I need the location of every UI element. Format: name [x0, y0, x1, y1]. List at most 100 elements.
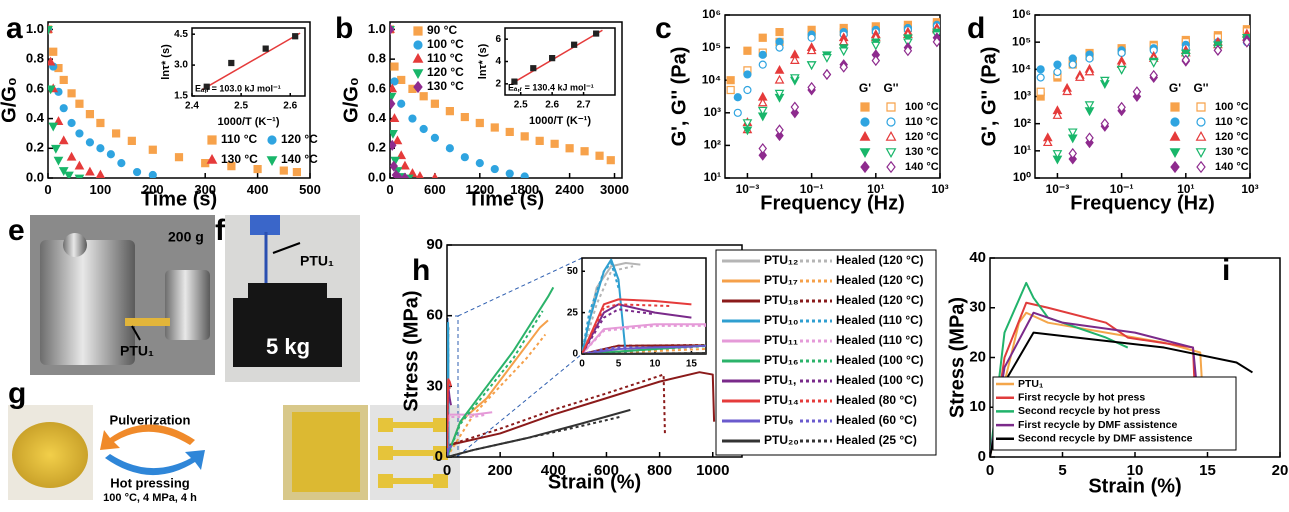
legend-label: 100 °C [905, 101, 939, 113]
marker [580, 147, 589, 156]
legend-label: PTU₂₀ [764, 433, 799, 447]
marker [127, 136, 136, 145]
y-tick-label: 0.4 [368, 110, 387, 125]
marker [1084, 66, 1095, 76]
marker [757, 106, 768, 116]
legend-label: Healed (120 °C) [836, 253, 924, 267]
legend: 110 °C 120 °C 130 °C 140 °C [206, 132, 318, 166]
marker [870, 41, 881, 51]
legend-label: 120 °C [905, 131, 939, 143]
glove [250, 215, 280, 235]
marker [132, 167, 142, 177]
marker [1084, 101, 1095, 111]
marker [807, 81, 816, 93]
data-layer [447, 286, 716, 457]
y-tick-label: 10⁴ [702, 72, 721, 86]
dogbones [378, 418, 448, 488]
marker [390, 23, 395, 35]
marker [66, 151, 77, 161]
marker [390, 160, 398, 172]
marker [807, 33, 816, 42]
x-tick-label: 2.4 [185, 101, 199, 112]
x-tick-label: 2.5 [514, 100, 528, 111]
inset: 0 5 10 15 0 25 50 [567, 257, 707, 370]
sample-strip [125, 318, 170, 326]
legend-marker [860, 117, 870, 127]
marker [774, 64, 785, 74]
weight-5kg [233, 283, 342, 367]
photo-label: 200 g [168, 229, 204, 245]
marker [445, 144, 454, 153]
data-layer [1036, 25, 1250, 165]
y-tick-label: 10³ [1014, 89, 1031, 103]
legend-marker [1196, 102, 1206, 112]
marker [400, 172, 410, 178]
legend-header: G'' [883, 81, 898, 95]
marker [292, 33, 299, 40]
film [292, 412, 360, 492]
legend-label: Healed (110 °C) [836, 313, 923, 327]
y-tick-label: 4.5 [174, 29, 188, 40]
marker [743, 70, 752, 79]
x-axis-label: 1000/T (K⁻¹) [217, 116, 279, 128]
x-axis-label: Strain (%) [1088, 475, 1181, 497]
marker [790, 107, 800, 119]
x-tick-label: 200 [488, 462, 513, 479]
y-tick-label: 1.0 [368, 21, 386, 36]
marker [1036, 73, 1045, 82]
x-tick-label: 800 [647, 462, 672, 479]
legend-label: Healed (120 °C) [836, 273, 924, 287]
marker [253, 164, 262, 174]
marker [775, 130, 784, 142]
y-tick-label: 10⁰ [1013, 170, 1031, 184]
marker [774, 89, 785, 99]
inset-annotation: Eₐ,ᵣ = 103.0 kJ mol⁻¹ [195, 83, 281, 93]
x-tick-label: 1200 [465, 182, 494, 197]
chart-panel: 0 100 200 300 400 500 0.0 0.2 0.4 0.6 0.8 1.0 Time (… [0, 12, 321, 210]
marker [775, 124, 784, 136]
marker [59, 104, 68, 113]
legend-header: G'' [1193, 81, 1208, 95]
panel-letter: f [215, 214, 226, 247]
marker [85, 110, 95, 119]
legend-label: 140 °C [1215, 161, 1249, 173]
legend-label: Healed (60 °C) [836, 413, 917, 427]
marker [520, 172, 529, 178]
marker [1052, 110, 1063, 119]
x-tick-label: 600 [424, 182, 446, 197]
weight-knob [63, 233, 87, 257]
chart-panel: 0 600 1200 1800 2400 3000 0.0 0.2 0.4 0.6 0.8 1.0 Ti… [335, 12, 629, 210]
y-tick-label: 10⁴ [1012, 62, 1031, 76]
legend-marker [412, 52, 424, 63]
marker [67, 89, 76, 98]
legend-label: 100 °C [427, 37, 464, 51]
data-line [582, 323, 706, 354]
y-tick-label: 2 [495, 78, 501, 89]
legend-label: 120 °C [427, 65, 464, 79]
legend-marker [886, 160, 896, 174]
photo-e: e 200 g PTU₁ [8, 214, 215, 375]
photo-label: 100 °C, 4 MPa, 4 h [103, 492, 197, 504]
x-axis-label: Frequency (Hz) [1070, 192, 1214, 214]
marker [520, 132, 529, 141]
data-line [582, 265, 634, 354]
legend-label: 120 °C [281, 132, 318, 146]
y-tick-label: 30 [426, 377, 443, 394]
marker [390, 113, 400, 122]
inset: 2.5 2.6 2.7 2 4 6 1000/T (K⁻¹) lnτ* (s) Eₐ,ᵣ = 1… [477, 27, 616, 127]
marker [758, 50, 767, 59]
y-tick-label: 0.2 [26, 140, 44, 155]
legend-label: Healed (25 °C) [836, 433, 917, 447]
data-line [582, 308, 656, 354]
legend-marker [860, 102, 870, 112]
y-axis-label: G', G'' (Pa) [668, 47, 690, 147]
legend-label: 110 °C [427, 51, 463, 65]
marker [1042, 137, 1053, 147]
legend-label: PTU₁₂ [764, 253, 798, 267]
data-line [582, 258, 627, 354]
inset: 2.4 2.5 2.6 1.5 3.0 4.5 1000/T (K⁻¹) lnτ* (s) Eₐ… [160, 27, 306, 128]
y-tick-label: 0.8 [26, 51, 44, 66]
marker [1068, 147, 1078, 160]
x-axis-label: 1000/T (K⁻¹) [529, 115, 591, 127]
